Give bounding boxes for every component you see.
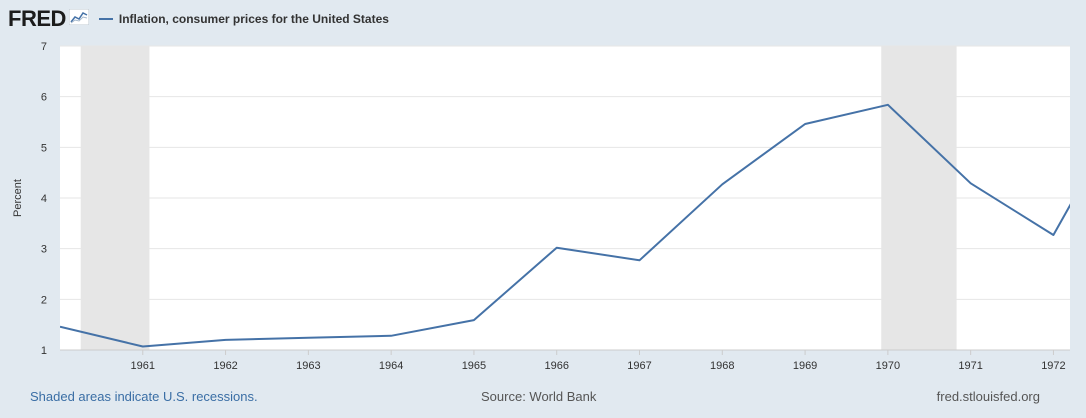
- x-tick-label-1969: 1969: [793, 360, 817, 372]
- recessions-note[interactable]: Shaded areas indicate U.S. recessions.: [30, 389, 258, 404]
- x-tick-label-1968: 1968: [710, 360, 734, 372]
- legend-swatch: [98, 18, 113, 20]
- x-tick-label-1962: 1962: [213, 360, 237, 372]
- y-tick-label-5: 5: [41, 142, 47, 154]
- y-tick-label-2: 2: [41, 294, 47, 306]
- site-link[interactable]: fred.stlouisfed.org: [936, 389, 1040, 404]
- y-tick-label-4: 4: [41, 193, 47, 205]
- x-tick-label-1963: 1963: [296, 360, 320, 372]
- legend-label: Inflation, consumer prices for the Unite…: [118, 12, 389, 26]
- series-line-0: [60, 103, 1070, 348]
- x-tick-label-1965: 1965: [462, 360, 486, 372]
- x-tick-label-1961: 1961: [131, 360, 155, 372]
- x-tick-label-1970: 1970: [876, 360, 900, 372]
- x-tick-label-1966: 1966: [544, 360, 568, 372]
- fred-logo[interactable]: FRED: [8, 6, 66, 31]
- header: FRED Inflation, consumer prices for the …: [8, 6, 389, 32]
- y-tick-label-7: 7: [41, 41, 47, 53]
- x-tick-label-1971: 1971: [958, 360, 982, 372]
- y-tick-label-6: 6: [41, 92, 47, 104]
- x-tick-label-1972: 1972: [1041, 360, 1065, 372]
- y-tick-label-3: 3: [41, 244, 47, 256]
- source-note: Source: World Bank: [481, 389, 597, 404]
- y-axis-label: Percent: [12, 179, 24, 217]
- x-tick-label-1964: 1964: [379, 360, 403, 372]
- x-tick-label-1967: 1967: [627, 360, 651, 372]
- line-chart: 1 2 3 4 5 6 7 1961 1962 1963 1964 1965 1966 1967 1968 1…: [12, 41, 1070, 372]
- y-tick-label-1: 1: [41, 345, 47, 357]
- chart-legend[interactable]: Inflation, consumer prices for the Unite…: [98, 12, 389, 26]
